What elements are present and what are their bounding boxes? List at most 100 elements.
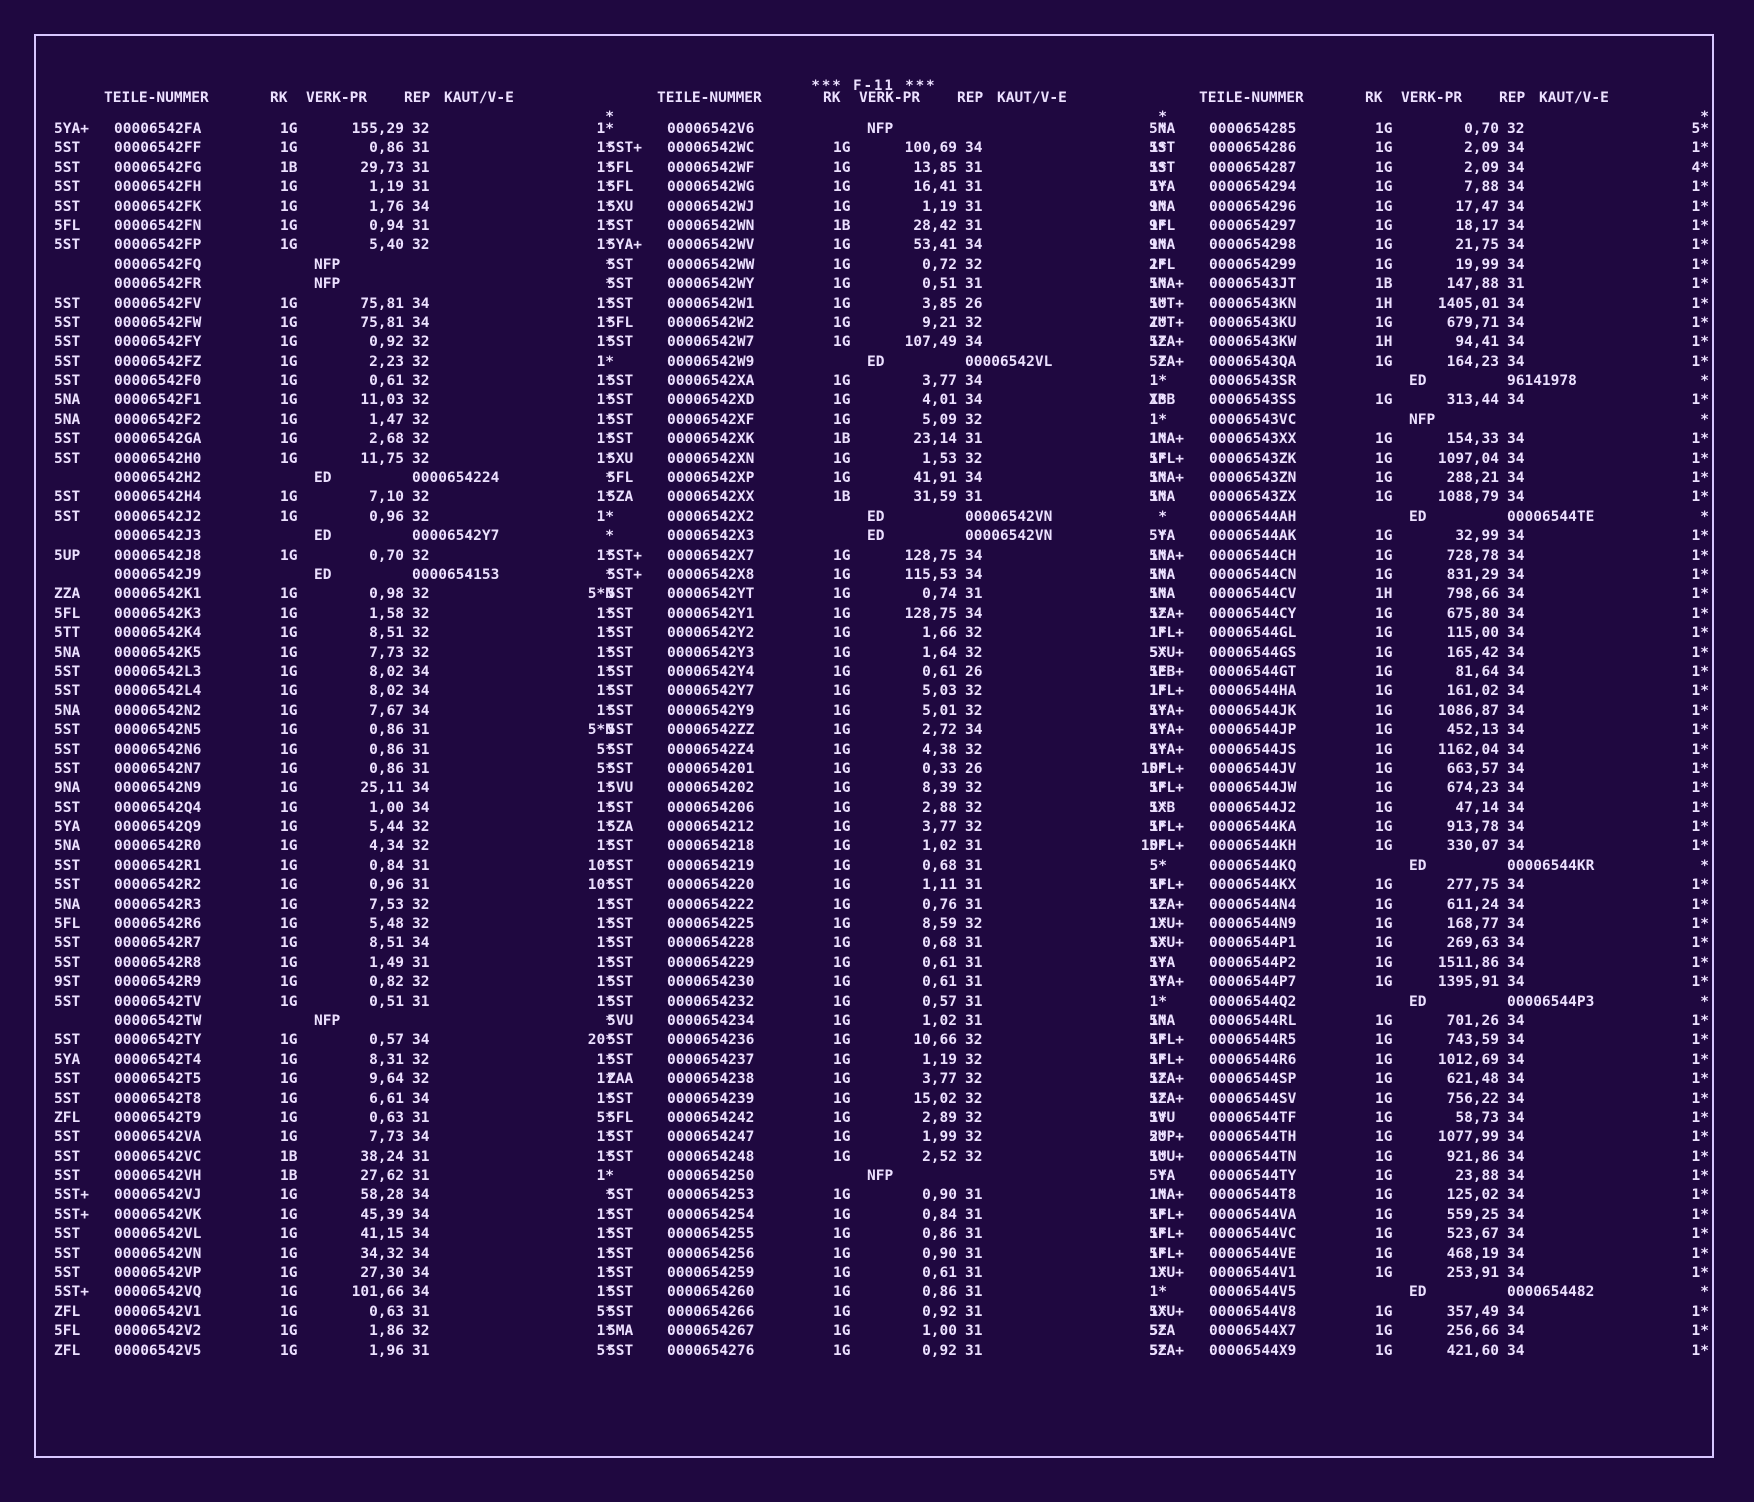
row-rk: 1G xyxy=(280,741,298,758)
header-part-number: TEILE-NUMMER xyxy=(104,90,209,106)
row-prefix: 5XU xyxy=(607,198,634,215)
header-star: * xyxy=(605,109,614,125)
row-kaut: 1* xyxy=(1149,741,1167,758)
row-prefix: 5ST xyxy=(54,954,81,971)
row-kaut: 1* xyxy=(1149,1090,1167,1107)
row-price: 2,72 xyxy=(922,722,957,739)
row-prefix: 5NA xyxy=(54,411,81,428)
row-rep: 34 xyxy=(965,605,983,622)
row-kaut: 1* xyxy=(1691,276,1709,293)
row-kaut: 1* xyxy=(1691,1012,1709,1029)
row-kaut: 10* xyxy=(587,857,614,874)
row-price: 5,48 xyxy=(369,916,404,933)
row-rep: 34 xyxy=(412,935,430,952)
row-part-number: 00006542T9 xyxy=(114,1109,202,1126)
row-prefix: 5ST+ xyxy=(54,1187,89,1204)
row-kaut: 1* xyxy=(1691,896,1709,913)
row-kaut: 1* xyxy=(1691,295,1709,312)
row-price: 107,49 xyxy=(904,334,957,351)
row-prefix: 5NA xyxy=(54,392,81,409)
row-rep: 31 xyxy=(412,1342,430,1359)
row-price: 8,02 xyxy=(369,663,404,680)
row-kaut: 1* xyxy=(596,159,614,176)
row-part-number: 00006542WC xyxy=(667,140,755,157)
row-prefix: 5ST xyxy=(54,877,81,894)
row-prefix: 5ST xyxy=(607,702,634,719)
row-rep: 32 xyxy=(412,838,430,855)
row-kaut: 1* xyxy=(596,1284,614,1301)
row-prefix: 5ST xyxy=(607,431,634,448)
row-part-number: 00006542W1 xyxy=(667,295,755,312)
row-prefix: 5ST xyxy=(607,373,634,390)
row-kaut: 1* xyxy=(596,198,614,215)
row-prefix: 5ST xyxy=(54,1032,81,1049)
row-prefix: 5NA xyxy=(54,644,81,661)
row-part-number: 0000654212 xyxy=(667,819,755,836)
row-part-number: 00006542WY xyxy=(667,276,755,293)
row-rep: 31 xyxy=(965,857,983,874)
row-price: 0,61 xyxy=(922,663,957,680)
row-rep: 32 xyxy=(965,411,983,428)
row-kaut: 1* xyxy=(1691,722,1709,739)
row-kaut: 1* xyxy=(1149,1032,1167,1049)
row-part-number: 00006542FY xyxy=(114,334,202,351)
row-part-number: 00006542XX xyxy=(667,489,755,506)
row-rk: 1G xyxy=(280,353,298,370)
row-rep: 32 xyxy=(965,702,983,719)
row-kaut: 5* xyxy=(596,741,614,758)
row-rk: 1G xyxy=(280,489,298,506)
row-price: 1,53 xyxy=(922,450,957,467)
row-kaut: 1* xyxy=(596,644,614,661)
row-rk: 1G xyxy=(280,722,298,739)
row-rk: 1G xyxy=(280,799,298,816)
row-rk: 1G xyxy=(833,605,851,622)
row-kaut: 1* xyxy=(1691,1051,1709,1068)
row-price: 0,51 xyxy=(369,993,404,1010)
row-part-number: 00006542ZZ xyxy=(667,722,755,739)
row-rep: 32 xyxy=(412,819,430,836)
header-kaut: KAUT/V-E xyxy=(444,90,514,106)
row-rk: 1G xyxy=(280,217,298,234)
row-part-number: 00006542W7 xyxy=(667,334,755,351)
row-rep: 32 xyxy=(965,256,983,273)
row-part-number: 00006542R9 xyxy=(114,974,202,991)
row-rep: 32 xyxy=(412,1323,430,1340)
row-rk: 1G xyxy=(833,663,851,680)
row-rep: 34 xyxy=(412,702,430,719)
row-kaut: 1* xyxy=(1691,547,1709,564)
row-price: 0,92 xyxy=(369,334,404,351)
row-kaut: 1* xyxy=(1149,276,1167,293)
row-kaut: 1* xyxy=(596,121,614,137)
row-rk: 1G xyxy=(833,566,851,583)
row-kaut: 1* xyxy=(1149,916,1167,933)
row-rk: 1G xyxy=(833,140,851,157)
row-rep: 31 xyxy=(412,993,430,1010)
row-price: 0,72 xyxy=(922,256,957,273)
row-rep: 32 xyxy=(412,1071,430,1088)
row-kaut: 1* xyxy=(1691,256,1709,273)
row-part-number: 0000654219 xyxy=(667,857,755,874)
row-part-number: 00006542YT xyxy=(667,586,755,603)
row-kaut: 1* xyxy=(1149,373,1167,390)
row-part-number: 00006542R1 xyxy=(114,857,202,874)
header-kaut: KAUT/V-E xyxy=(1539,90,1609,106)
row-part-number: 00006542FK xyxy=(114,198,202,215)
row-kaut: * xyxy=(1700,411,1709,428)
row-rk: 1G xyxy=(833,470,851,487)
row-rk: 1G xyxy=(280,586,298,603)
row-status: ED xyxy=(867,528,885,545)
row-kaut: * xyxy=(1158,528,1167,545)
row-kaut: 1* xyxy=(596,450,614,467)
row-kaut: 1* xyxy=(1691,819,1709,836)
row-rk: 1G xyxy=(280,198,298,215)
row-price: 13,85 xyxy=(913,159,957,176)
header-part-number: TEILE-NUMMER xyxy=(1199,90,1304,106)
row-prefix: 5ST xyxy=(607,722,634,739)
row-kaut: 5* xyxy=(1149,857,1167,874)
row-prefix: 5ST xyxy=(607,256,634,273)
row-kaut: 1* xyxy=(1149,1187,1167,1204)
row-kaut: 1* xyxy=(596,1148,614,1165)
row-kaut: 1* xyxy=(596,508,614,525)
row-rep: 32 xyxy=(412,625,430,642)
row-part-number: 00006542X3 xyxy=(667,528,755,545)
